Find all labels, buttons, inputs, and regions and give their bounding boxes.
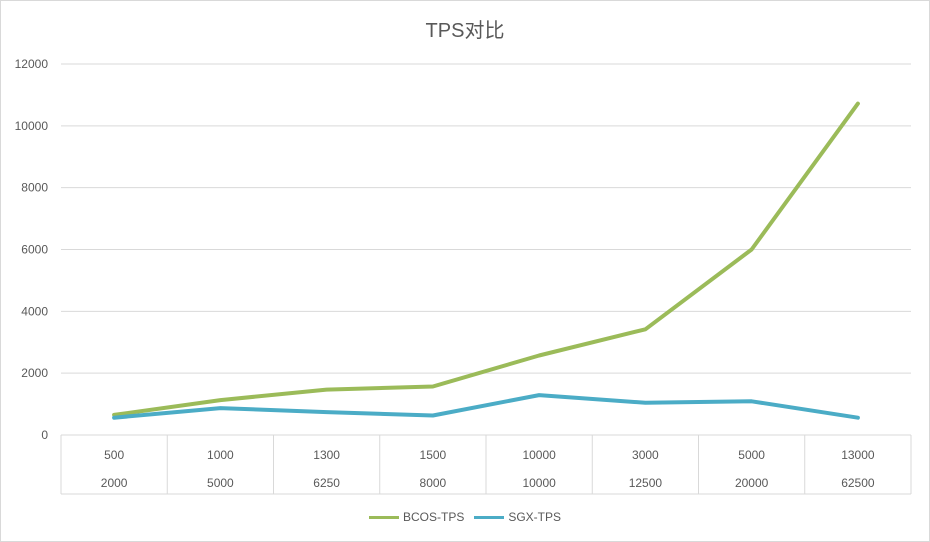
category-label: 8000 — [420, 476, 447, 490]
y-tick-label: 6000 — [21, 243, 48, 257]
category-label: 12500 — [629, 476, 663, 490]
category-label: 62500 — [841, 476, 875, 490]
gridlines — [61, 63, 911, 374]
legend-label-bcos: BCOS-TPS — [402, 510, 465, 524]
y-tick-label: 8000 — [21, 181, 48, 195]
y-tick-label: 0 — [41, 428, 48, 442]
category-label: 1300 — [313, 448, 340, 462]
y-axis-tick-labels: 0 2000 4000 6000 8000 10000 12000 — [15, 57, 49, 442]
category-label: 13000 — [841, 448, 875, 462]
chart-title: TPS对比 — [425, 20, 505, 42]
legend-swatch-bcos — [368, 515, 399, 519]
legend: BCOS-TPS SGX-TPS — [0, 510, 930, 524]
category-label: 1500 — [420, 448, 447, 462]
category-label: 6250 — [313, 476, 340, 490]
y-tick-label: 2000 — [21, 366, 48, 380]
y-tick-label: 10000 — [15, 119, 49, 133]
legend-label-sgx: SGX-TPS — [508, 510, 562, 524]
category-label: 10000 — [522, 448, 556, 462]
legend-item-sgx: SGX-TPS — [474, 510, 561, 524]
category-label: 500 — [104, 448, 124, 462]
category-label: 5000 — [738, 448, 765, 462]
category-label: 20000 — [735, 476, 769, 490]
category-label: 10000 — [522, 476, 556, 490]
category-label: 5000 — [207, 476, 234, 490]
legend-item-bcos: BCOS-TPS — [368, 510, 465, 524]
series-line-bcos-tps — [112, 101, 860, 417]
series-lines — [112, 101, 860, 420]
legend-swatch-sgx — [474, 515, 505, 519]
category-label: 3000 — [632, 448, 659, 462]
category-table: 500 2000 1000 5000 1300 6250 1500 8000 10000 1000… — [60, 434, 912, 495]
y-tick-label: 12000 — [15, 57, 49, 71]
y-tick-label: 4000 — [21, 304, 48, 318]
category-label: 2000 — [101, 476, 128, 490]
series-line-sgx-tps — [112, 393, 860, 420]
category-label: 1000 — [207, 448, 234, 462]
